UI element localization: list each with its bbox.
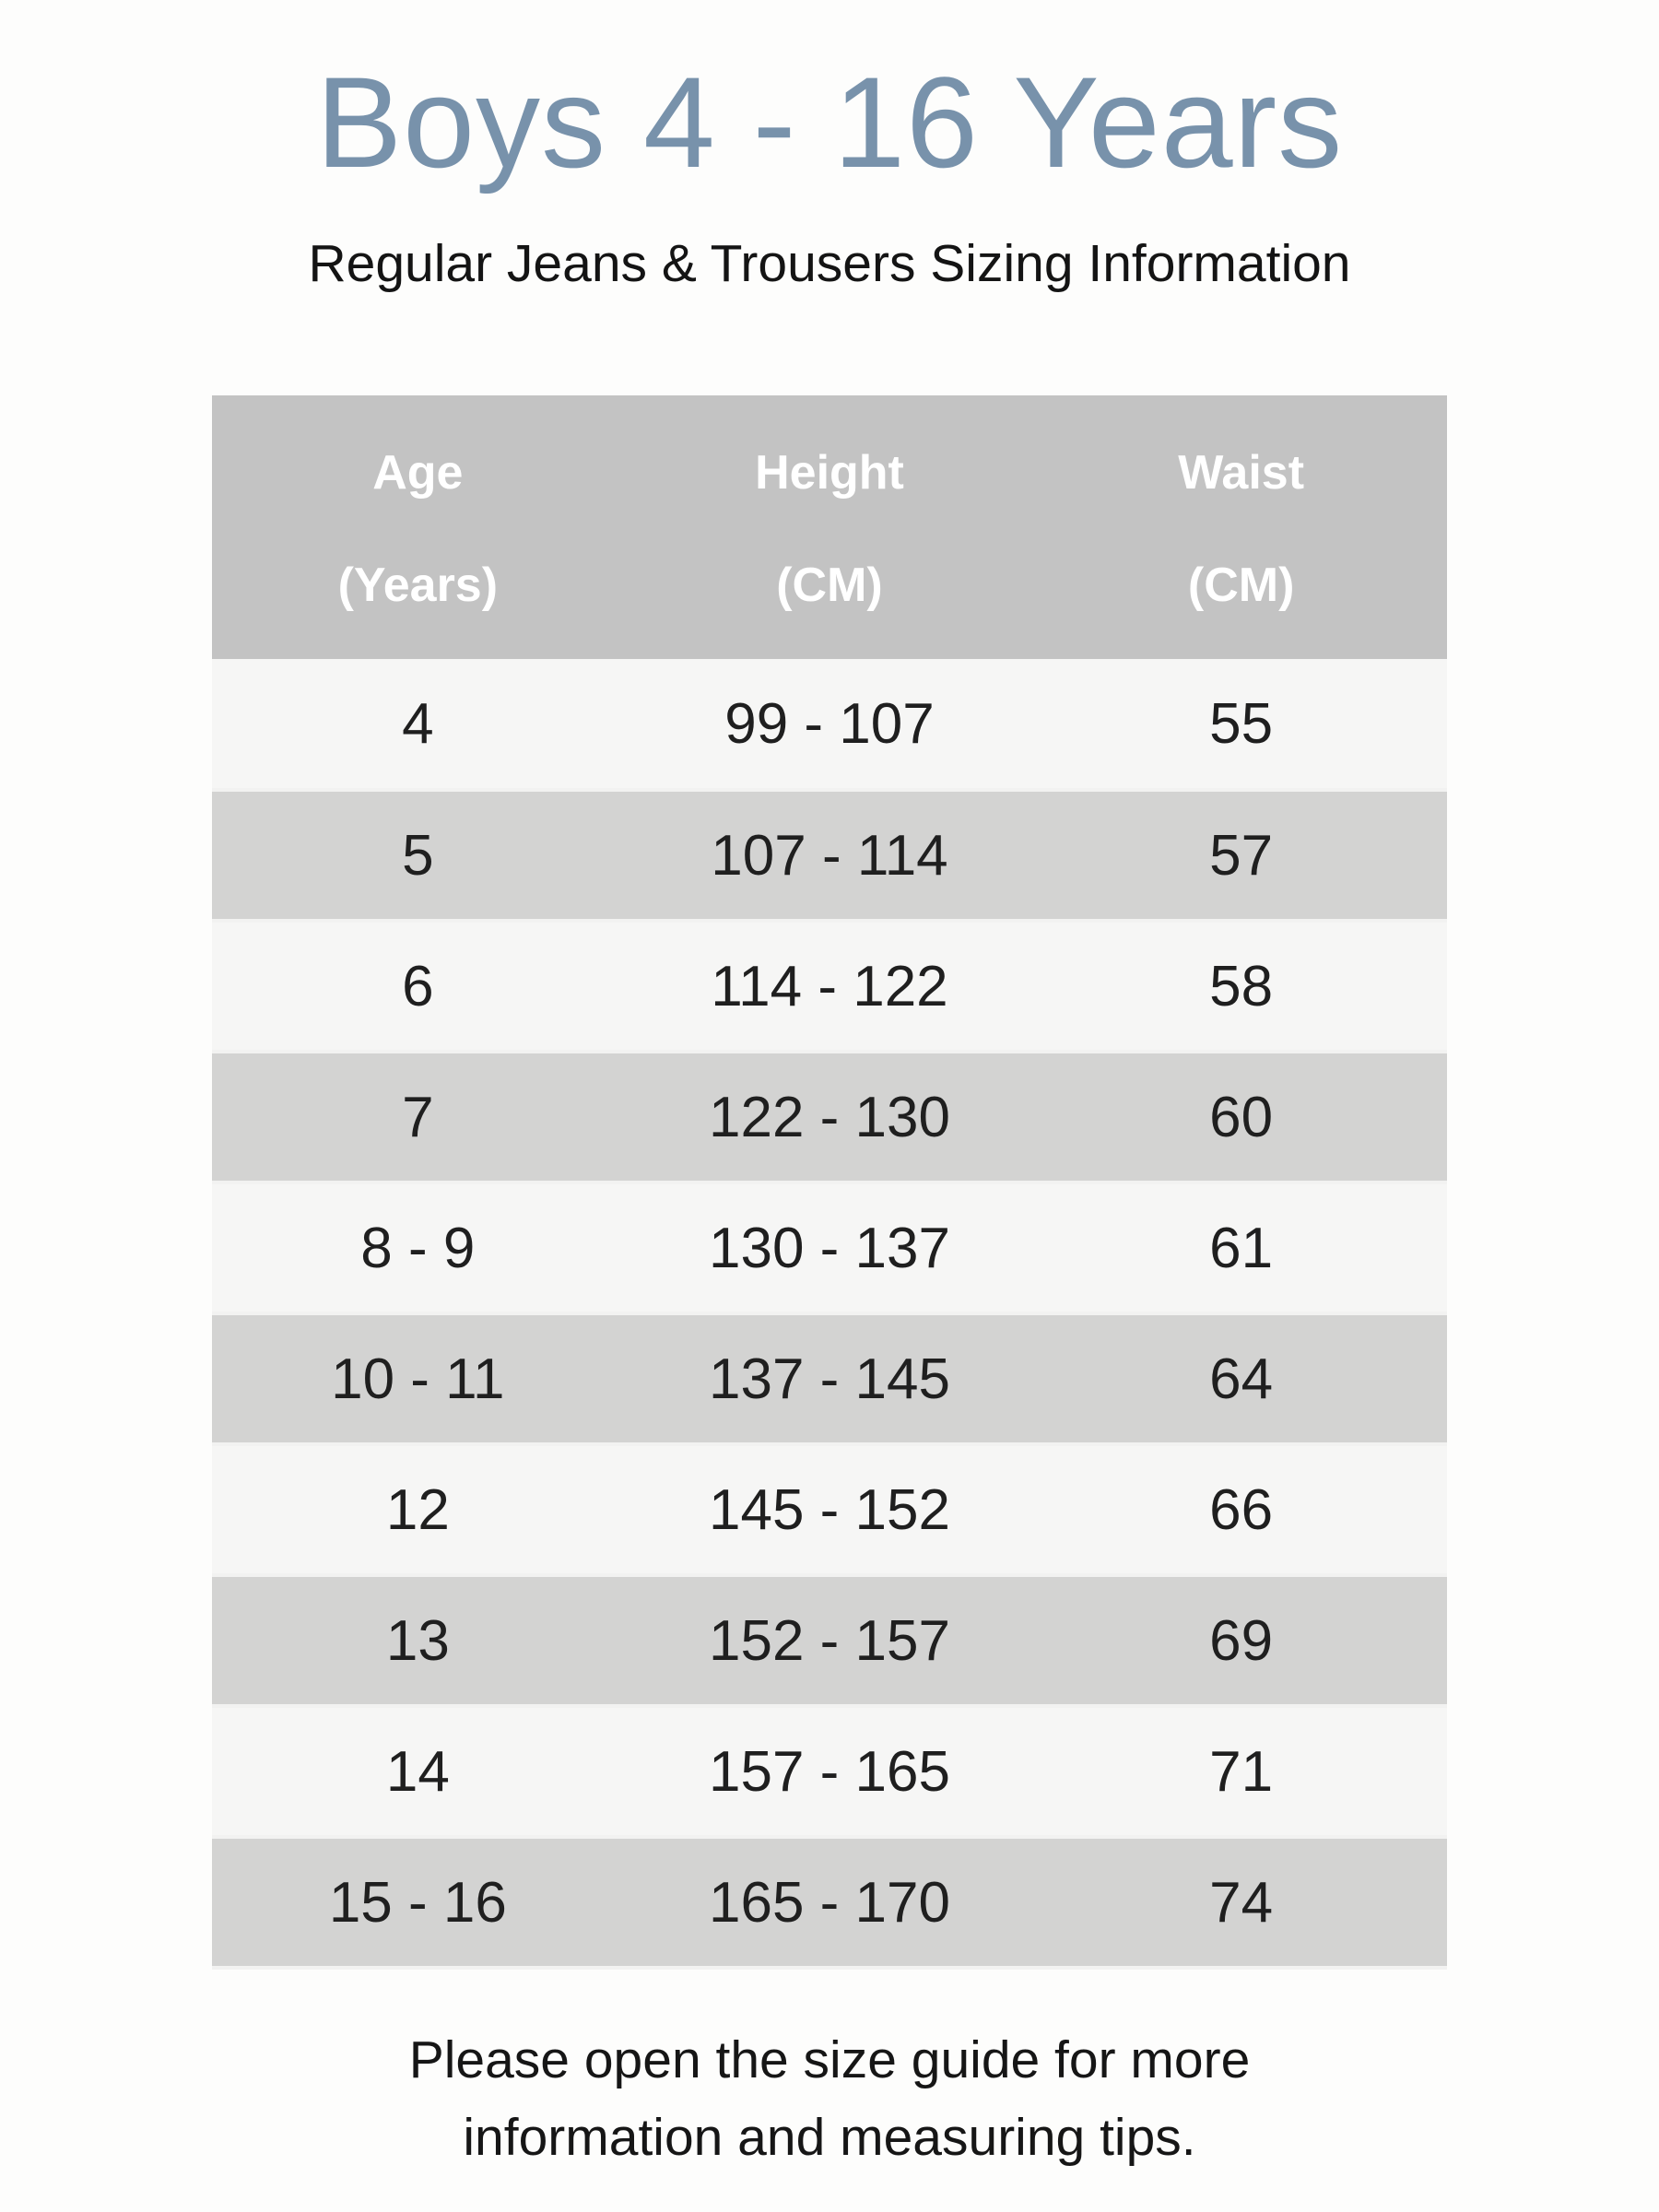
age-cell: 8 - 9 [212,1182,624,1313]
age-cell: 4 [212,659,624,790]
height-cell: 157 - 165 [623,1706,1036,1837]
age-cell: 7 [212,1050,624,1184]
column-header-age-line2: (Years) [337,559,499,612]
waist-cell: 71 [1035,1706,1447,1837]
height-cell: 122 - 130 [623,1050,1036,1184]
table-row: 5 107 - 114 57 [212,788,1447,923]
waist-cell: 66 [1035,1444,1447,1575]
column-header-age-line1: Age [372,446,464,500]
height-cell: 152 - 157 [623,1573,1036,1708]
age-cell: 10 - 11 [212,1312,624,1446]
page-title: Boys 4 - 16 Years [315,50,1344,194]
height-cell: 130 - 137 [623,1182,1036,1313]
table-row: 7 122 - 130 60 [212,1050,1447,1184]
footer-note: Please open the size guide for more info… [0,2021,1659,2177]
table-row: 8 - 9 130 - 137 61 [212,1182,1447,1313]
table-row: 10 - 11 137 - 145 64 [212,1312,1447,1446]
column-header-height-line1: Height [755,446,904,500]
table-row: 14 157 - 165 71 [212,1706,1447,1837]
footer-line1: Please open the size guide for more [408,2030,1251,2089]
waist-cell: 55 [1035,659,1447,790]
height-cell: 137 - 145 [623,1312,1036,1446]
waist-cell: 58 [1035,921,1447,1052]
footer-line2: information and measuring tips. [463,2108,1196,2168]
height-cell: 165 - 170 [623,1835,1036,1970]
waist-cell: 74 [1035,1835,1447,1970]
table-row: 12 145 - 152 66 [212,1444,1447,1575]
header-row: Age (Years) Height (CM) Waist (CM) [212,395,1447,659]
waist-cell: 64 [1035,1312,1447,1446]
waist-cell: 61 [1035,1182,1447,1313]
age-cell: 6 [212,921,624,1052]
age-cell: 13 [212,1573,624,1708]
column-header-waist-line1: Waist [1178,446,1305,500]
page-subtitle: Regular Jeans & Trousers Sizing Informat… [308,234,1351,293]
size-guide-page: Boys 4 - 16 Years Regular Jeans & Trouse… [0,48,1659,2212]
age-cell: 14 [212,1706,624,1837]
column-header-waist-line2: (CM) [1187,559,1295,612]
height-cell: 99 - 107 [623,659,1036,790]
size-table-header: Age (Years) Height (CM) Waist (CM) [212,395,1447,659]
table-row: 6 114 - 122 58 [212,921,1447,1052]
age-cell: 15 - 16 [212,1835,624,1970]
column-header-age: Age (Years) [212,395,624,659]
column-header-waist: Waist (CM) [1035,395,1447,659]
table-row: 13 152 - 157 69 [212,1573,1447,1708]
column-header-height-line2: (CM) [776,559,883,612]
table-row: 15 - 16 165 - 170 74 [212,1835,1447,1970]
waist-cell: 69 [1035,1573,1447,1708]
size-table-body: 4 99 - 107 55 5 107 - 114 57 6 114 - 122… [212,659,1447,1970]
table-row: 4 99 - 107 55 [212,659,1447,790]
waist-cell: 57 [1035,788,1447,923]
waist-cell: 60 [1035,1050,1447,1184]
height-cell: 114 - 122 [623,921,1036,1052]
height-cell: 107 - 114 [623,788,1036,923]
column-header-height: Height (CM) [623,395,1036,659]
age-cell: 5 [212,788,624,923]
height-cell: 145 - 152 [623,1444,1036,1575]
size-table: Age (Years) Height (CM) Waist (CM) 4 99 … [212,395,1447,1970]
age-cell: 12 [212,1444,624,1575]
